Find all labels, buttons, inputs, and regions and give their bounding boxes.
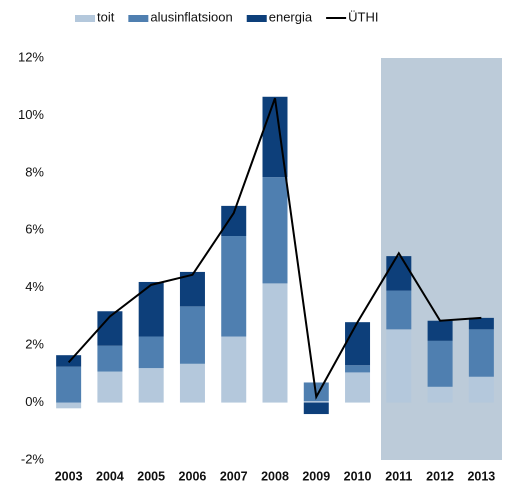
bar-segment [386,290,412,330]
legend-swatch [246,15,267,22]
x-tick-label: 2003 [55,469,83,483]
y-tick-label: 12% [18,49,44,64]
bar-segment [303,401,329,403]
bar-segment [427,320,453,341]
legend-label: ÜTHI [348,9,378,24]
bar-segment [97,345,123,372]
bar-segment [345,365,371,373]
bar-segment [468,329,494,377]
y-tick-label: 10% [18,107,44,122]
y-tick-label: 0% [25,394,44,409]
bar-segment [427,386,453,403]
x-tick-label: 2007 [220,469,248,483]
legend-swatch [75,15,95,22]
bar-segment [345,322,371,366]
legend-label: alusinflatsioon [150,9,232,24]
bar-segment [97,371,123,403]
y-tick-label: 4% [25,279,44,294]
bar-segment [56,402,82,409]
bar-segment [262,177,288,284]
bar-segment [468,376,494,403]
bar-segment [56,366,82,403]
line-series [67,97,482,400]
x-tick-label: 2009 [302,469,330,483]
bar-segment [138,336,164,369]
bar-segment [179,306,205,364]
bar-segment [221,336,247,403]
y-tick-label: 6% [25,222,44,237]
bar-segment [386,256,412,291]
bar-segment [468,317,494,330]
bar-segment [427,340,453,387]
x-tick-label: 2008 [261,469,289,483]
legend-swatch [128,15,149,22]
x-tick-label: 2006 [179,469,207,483]
x-tick-label: 2005 [137,469,165,483]
bar-segment [262,283,288,403]
y-tick-label: 2% [25,337,44,352]
legend-label: toit [97,9,115,24]
bar-segment [345,372,371,403]
y-tick-label: 8% [25,164,44,179]
x-tick-label: 2011 [385,469,412,483]
x-tick-label: 2010 [344,469,372,483]
bar-segment [303,402,329,415]
bar-segment [138,281,164,337]
x-tick-label: 2013 [467,469,495,483]
bar-segment [386,329,412,403]
y-tick-label: -2% [21,451,45,466]
bar-segment [179,363,205,403]
x-tick-label: 2012 [426,469,454,483]
legend-label: energia [269,9,313,24]
bar-segment [221,236,247,337]
bar-segment [138,368,164,403]
x-tick-label: 2004 [96,469,124,483]
